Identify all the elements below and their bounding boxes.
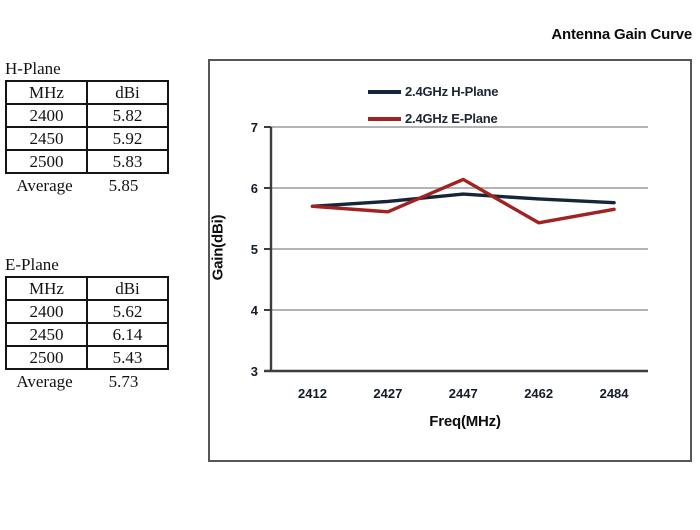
y-tick-label: 5 xyxy=(251,242,258,257)
e-plane-average-value: 5.73 xyxy=(108,372,139,391)
average-label: Average xyxy=(16,372,73,391)
e-plane-gain-cell: 5.62 xyxy=(86,299,169,324)
h-plane-table-title: H-Plane xyxy=(5,59,61,78)
series-line xyxy=(310,177,616,225)
table-row: 2500 5.83 xyxy=(5,149,169,174)
e-plane-header-mhz: MHz xyxy=(5,276,88,301)
h-plane-gain-cell: 5.82 xyxy=(86,103,169,128)
e-plane-freq-cell: 2500 xyxy=(5,345,88,370)
table-header-row: MHz dBi xyxy=(5,80,169,105)
h-plane-average-row: Average 5.85 xyxy=(5,176,163,196)
e-plane-freq-cell: 2400 xyxy=(5,299,88,324)
h-plane-average-value: 5.85 xyxy=(108,176,139,195)
y-tick-label: 7 xyxy=(251,120,258,135)
e-plane-gain-cell: 6.14 xyxy=(86,322,169,347)
h-plane-table: MHz dBi 2400 5.82 2450 5.92 2500 5.83 xyxy=(5,80,169,174)
table-header-row: MHz dBi xyxy=(5,276,169,301)
e-plane-freq-cell: 2450 xyxy=(5,322,88,347)
average-label: Average xyxy=(16,176,73,195)
h-plane-gain-cell: 5.83 xyxy=(86,149,169,174)
table-row: 2400 5.62 xyxy=(5,299,169,324)
x-tick-label: 2447 xyxy=(449,386,478,401)
y-tick-label: 3 xyxy=(251,364,258,379)
table-row: 2450 5.92 xyxy=(5,126,169,151)
x-tick-label: 2427 xyxy=(373,386,402,401)
e-plane-average-row: Average 5.73 xyxy=(5,372,163,392)
e-plane-table-section: E-Plane MHz dBi 2400 5.62 2450 6.14 2500… xyxy=(5,255,169,392)
legend-label: 2.4GHz H-Plane xyxy=(405,84,499,99)
x-tick-label: 2412 xyxy=(298,386,327,401)
page-title: Antenna Gain Curve xyxy=(551,26,692,43)
series-line xyxy=(310,192,616,209)
h-plane-freq-cell: 2500 xyxy=(5,149,88,174)
h-plane-gain-cell: 5.92 xyxy=(86,126,169,151)
table-row: 2500 5.43 xyxy=(5,345,169,370)
legend-line-swatch xyxy=(368,89,401,94)
x-axis-title: Freq(MHz) xyxy=(429,413,501,430)
e-plane-header-dbi: dBi xyxy=(86,276,169,301)
legend-item: 2.4GHz H-Plane xyxy=(368,78,498,105)
table-row: 2450 6.14 xyxy=(5,322,169,347)
table-row: 2400 5.82 xyxy=(5,103,169,128)
gain-curve-chart: 2.4GHz H-Plane 2.4GHz E-Plane 3 4 5 6 7 2412 24… xyxy=(208,59,692,462)
y-tick-label: 6 xyxy=(251,181,258,196)
x-tick-label: 2484 xyxy=(600,386,630,401)
legend-item: 2.4GHz E-Plane xyxy=(368,105,498,132)
e-plane-gain-cell: 5.43 xyxy=(86,345,169,370)
legend-line-swatch xyxy=(368,116,401,121)
h-plane-table-section: H-Plane MHz dBi 2400 5.82 2450 5.92 2500… xyxy=(5,59,169,196)
legend-label: 2.4GHz E-Plane xyxy=(405,111,498,126)
e-plane-table-title: E-Plane xyxy=(5,255,59,274)
line-plot: 3 4 5 6 7 2412 2427 2447 2462 2484 xyxy=(251,120,648,401)
y-axis-title: Gain(dBi) xyxy=(209,214,227,281)
h-plane-header-dbi: dBi xyxy=(86,80,169,105)
h-plane-header-mhz: MHz xyxy=(5,80,88,105)
e-plane-table: MHz dBi 2400 5.62 2450 6.14 2500 5.43 xyxy=(5,276,169,370)
h-plane-freq-cell: 2450 xyxy=(5,126,88,151)
y-tick-label: 4 xyxy=(251,303,259,318)
chart-legend: 2.4GHz H-Plane 2.4GHz E-Plane xyxy=(368,78,498,132)
x-tick-label: 2462 xyxy=(524,386,553,401)
h-plane-freq-cell: 2400 xyxy=(5,103,88,128)
